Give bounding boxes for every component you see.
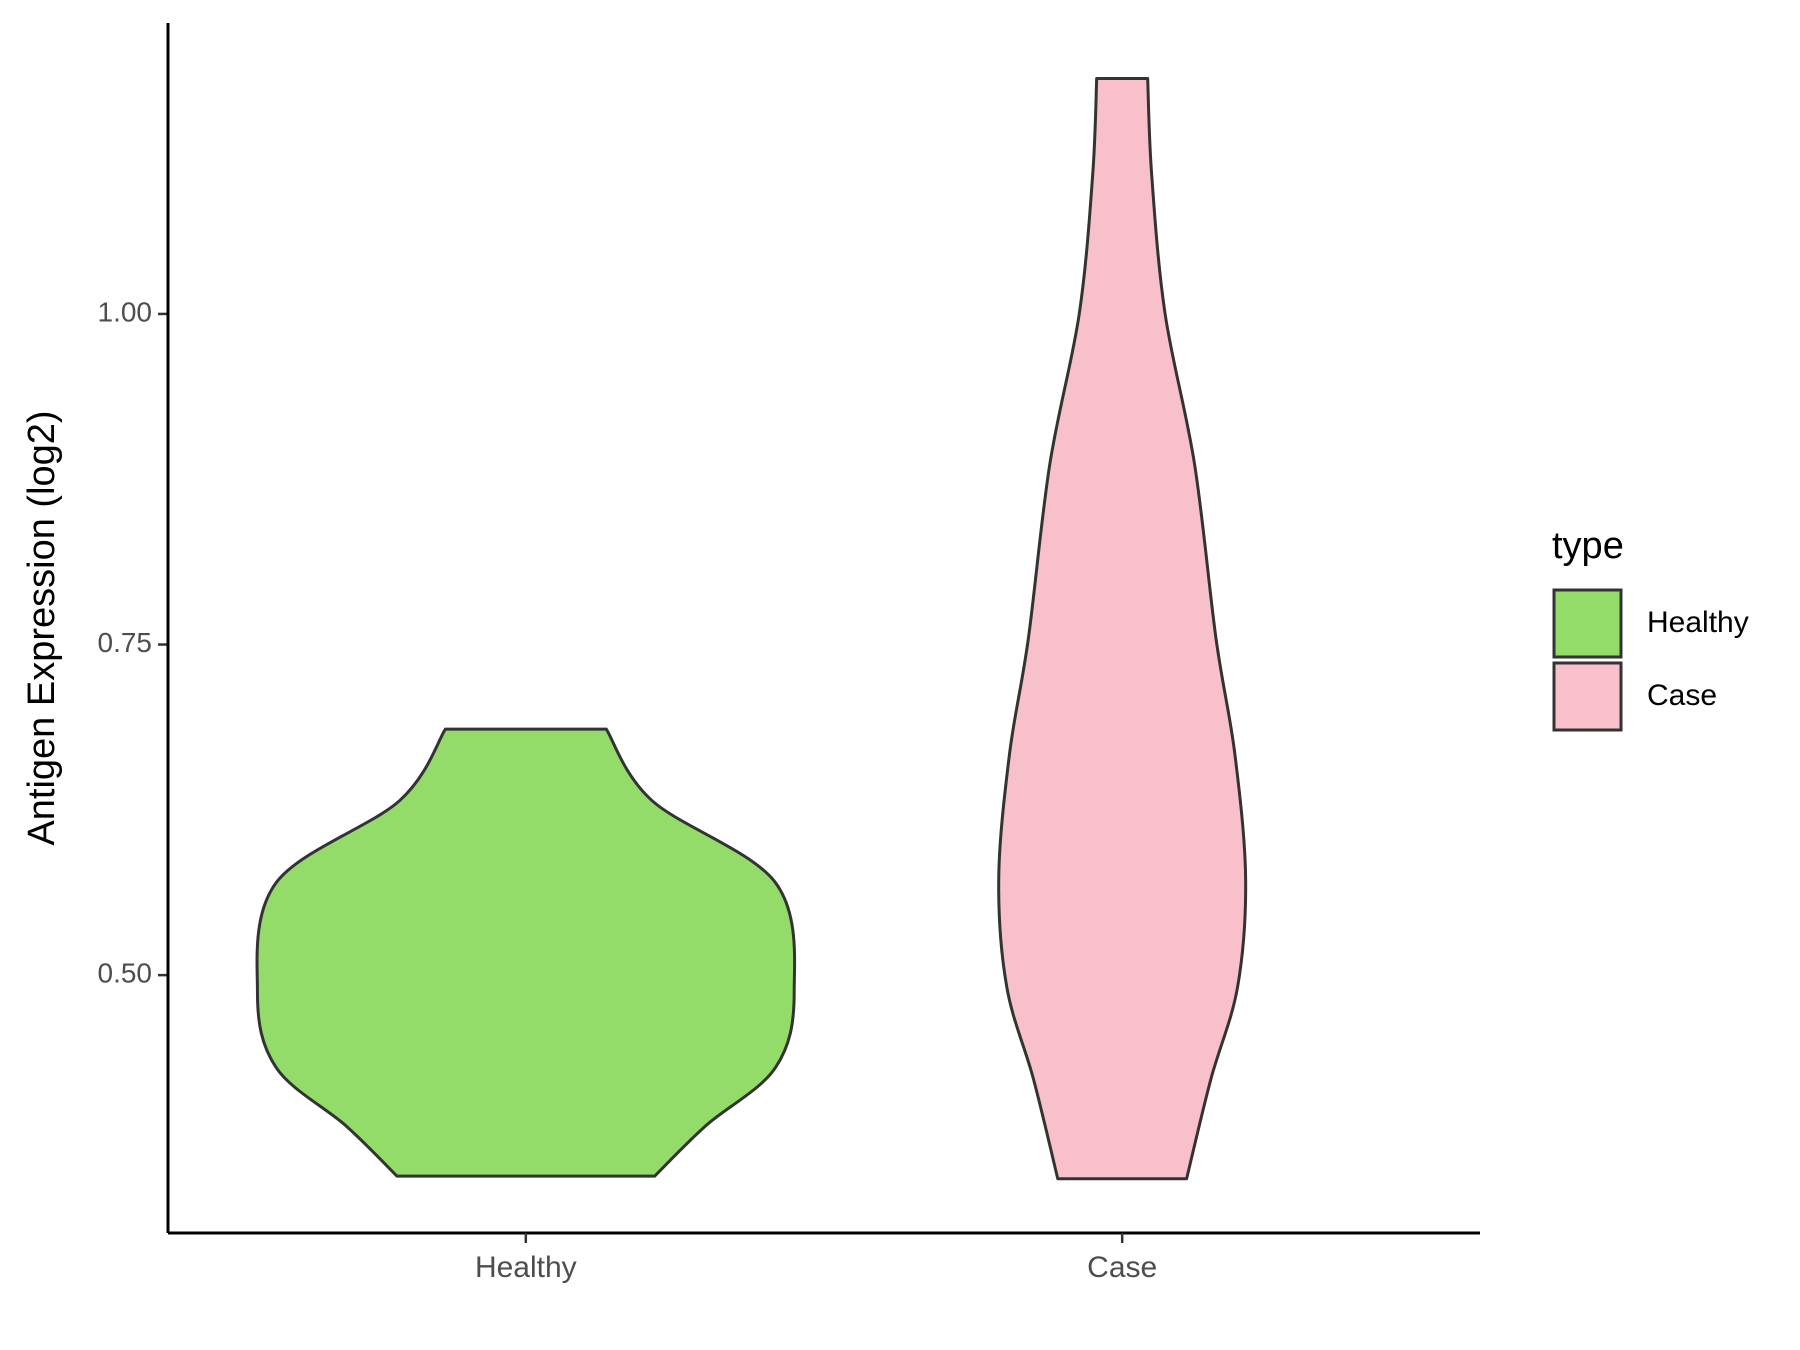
- violin: [997, 77, 1248, 1181]
- legend-key: [1552, 661, 1623, 732]
- legend-key: [1552, 588, 1623, 659]
- y-tick-label: 1.00: [98, 296, 153, 327]
- legend-label: Healthy: [1647, 606, 1749, 639]
- y-tick-label: 0.50: [98, 958, 153, 989]
- x-tick-label: Healthy: [475, 1251, 577, 1284]
- y-tick-label: 0.75: [98, 627, 153, 658]
- violin: [255, 727, 797, 1178]
- legend-label: Case: [1647, 679, 1717, 712]
- legend-title: type: [1552, 525, 1624, 567]
- x-tick-label: Case: [1087, 1251, 1157, 1284]
- y-axis-title: Antigen Expression (log2): [21, 410, 63, 845]
